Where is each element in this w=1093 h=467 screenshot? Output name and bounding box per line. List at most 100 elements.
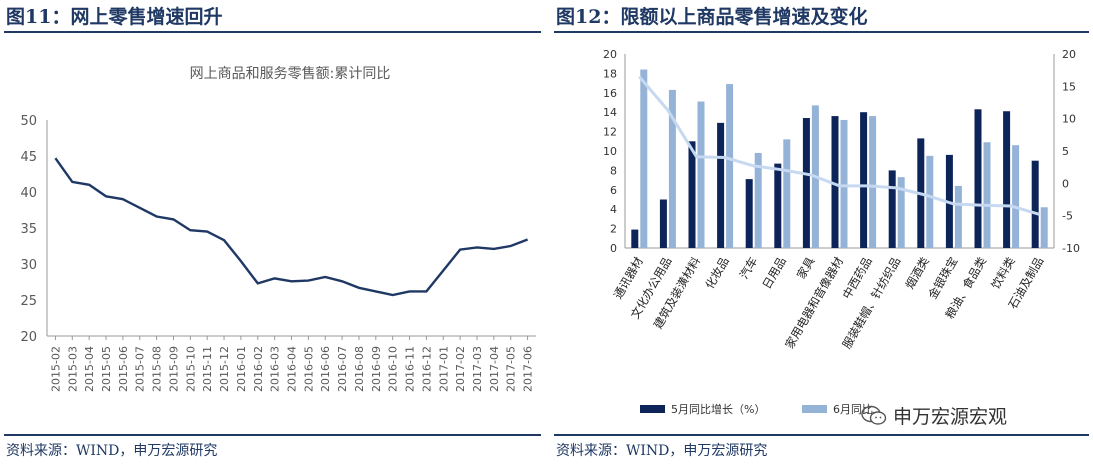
bar-may — [860, 112, 868, 248]
x-tick-label: 2017-04 — [488, 346, 501, 392]
bar-may — [659, 199, 667, 248]
left-y-tick-label: 14 — [603, 106, 617, 119]
y-tick-label: 35 — [20, 222, 37, 237]
category-label: 烟酒类 — [903, 254, 933, 291]
x-tick-label: 2016-02 — [252, 346, 265, 392]
bar-may — [802, 118, 810, 249]
bar-may — [974, 109, 982, 248]
change-line-series — [638, 75, 1041, 216]
bar-may — [774, 163, 782, 248]
bar-june — [668, 89, 676, 248]
x-tick-label: 2015-05 — [100, 346, 113, 392]
yoy-line-series — [54, 157, 529, 297]
bar-june — [1040, 207, 1048, 248]
category-label: 化妆品 — [702, 255, 731, 292]
bar-june — [640, 69, 648, 248]
x-tick-label: 2017-03 — [471, 346, 484, 392]
x-tick-label: 2016-05 — [302, 346, 315, 392]
x-tick-label: 2015-12 — [218, 346, 231, 392]
source-note: 资料来源：WIND，申万宏源研究 — [556, 443, 768, 459]
bar-june — [869, 116, 877, 248]
x-tick-label: 2016-01 — [235, 346, 248, 392]
bar-june — [954, 185, 962, 248]
right-y-tick-label: 15 — [1062, 80, 1076, 93]
left-y-tick-label: 0 — [610, 242, 617, 255]
category-label: 日用品 — [760, 255, 789, 292]
bar-june — [783, 139, 791, 248]
left-y-tick-label: 8 — [610, 164, 617, 177]
bar-june — [897, 177, 905, 248]
x-tick-label: 2015-04 — [83, 346, 96, 392]
title-rule — [554, 31, 1089, 33]
bar-june — [726, 84, 734, 248]
x-tick-label: 2015-08 — [151, 346, 164, 392]
x-tick-label: 2017-05 — [505, 346, 518, 392]
x-tick-label: 2016-09 — [370, 346, 383, 392]
left-y-tick-label: 4 — [610, 203, 617, 216]
y-tick-label: 40 — [20, 186, 37, 201]
wechat-icon — [861, 405, 887, 425]
right-y-tick-label: 20 — [1062, 48, 1076, 61]
legend-swatch-june — [802, 405, 827, 413]
category-label: 家用电器和音像器材 — [782, 254, 846, 351]
left-y-tick-label: 16 — [603, 87, 617, 100]
figure-11-title: 图11：网上零售增速回升 — [6, 6, 223, 28]
x-tick-label: 2016-04 — [286, 346, 299, 392]
x-tick-label: 2015-02 — [49, 346, 62, 392]
category-label: 家具 — [794, 254, 818, 281]
category-label: 服装鞋帽、针纺织品 — [839, 255, 903, 352]
right-y-tick-label: -10 — [1062, 242, 1080, 255]
online-retail-line-chart: 网上商品和服务零售额:累计同比 20 25 30 35 40 45 50 2015-02 20… — [20, 66, 536, 392]
x-tick-label: 2015-11 — [201, 346, 214, 392]
bar-june — [754, 152, 762, 248]
legend-label-may: 5月同比增长（%） — [671, 402, 765, 416]
source-rule — [554, 434, 1089, 436]
x-tick-label: 2017-06 — [522, 346, 535, 392]
bar-may — [631, 229, 639, 248]
watermark-text: 申万宏源宏观 — [893, 406, 1008, 428]
x-tick-label: 2016-06 — [319, 346, 332, 392]
bar-may — [1003, 111, 1011, 248]
x-tick-label: 2017-02 — [454, 346, 467, 392]
x-tick-label: 2015-06 — [117, 346, 130, 392]
right-y-tick-label: 5 — [1062, 145, 1069, 158]
x-tick-label: 2016-08 — [353, 346, 366, 392]
bar-june — [926, 155, 934, 248]
bar-may — [831, 116, 839, 248]
left-y-tick-label: 6 — [610, 184, 617, 197]
x-tick-label: 2016-11 — [404, 346, 417, 392]
x-tick-label: 2016-07 — [336, 346, 349, 392]
legend: 5月同比增长（%） 6月同比 — [640, 402, 873, 416]
left-figure-panel: 图11：网上零售增速回升 网上商品和服务零售额:累计同比 20 25 30 35 40 4… — [0, 0, 545, 467]
x-tick-label: 2017-01 — [437, 346, 450, 392]
bar-june — [697, 101, 705, 248]
bar-may — [688, 141, 696, 248]
right-y-tick-label: 0 — [1062, 177, 1069, 190]
y-tick-label: 20 — [20, 330, 37, 345]
bar-may — [1031, 160, 1039, 248]
right-figure-panel: 图12：限额以上商品零售增速及变化 0 2 4 6 8 10 12 14 16 18 20 -10 -… — [550, 0, 1093, 467]
x-tick-label: 2015-03 — [66, 346, 79, 392]
y-tick-label: 30 — [20, 258, 37, 273]
bar-may — [717, 122, 725, 248]
chart-title: 网上商品和服务零售额:累计同比 — [190, 66, 391, 82]
right-y-tick-label: 10 — [1062, 113, 1076, 126]
left-y-tick-label: 12 — [603, 126, 617, 139]
x-tick-label: 2016-10 — [387, 346, 400, 392]
left-y-tick-label: 18 — [603, 67, 617, 80]
bar-june — [1012, 145, 1020, 248]
left-y-tick-label: 10 — [603, 145, 617, 158]
title-rule — [4, 31, 541, 33]
x-tick-label: 2015-07 — [134, 346, 147, 392]
bar-june — [840, 119, 848, 249]
right-y-tick-label: -5 — [1062, 210, 1073, 223]
y-tick-label: 45 — [20, 150, 37, 165]
source-note: 资料来源：WIND，申万宏源研究 — [6, 443, 218, 459]
figure-12-title: 图12：限额以上商品零售增速及变化 — [556, 6, 868, 28]
y-tick-label: 50 — [20, 114, 37, 129]
left-y-tick-label: 2 — [610, 223, 617, 236]
bar-june — [983, 142, 991, 248]
y-tick-label: 25 — [20, 294, 37, 309]
x-tick-label: 2016-03 — [269, 346, 282, 392]
